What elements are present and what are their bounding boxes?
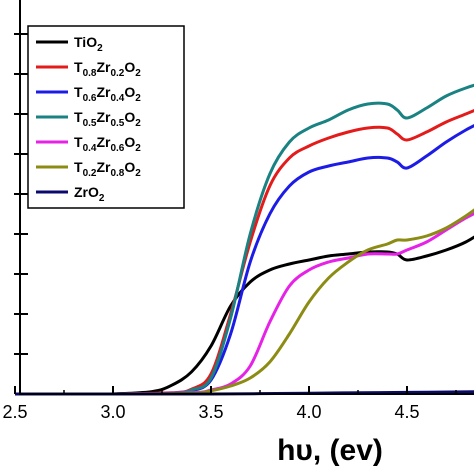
x-tick-label: 3.5 — [198, 402, 223, 422]
legend-label-1: T0.8Zr0.2O2 — [74, 59, 141, 79]
legend-label-5: T0.2Zr0.8O2 — [74, 159, 141, 179]
legend-label-4: T0.4Zr0.6O2 — [74, 134, 141, 154]
x-axis-title: hυ, (ev) — [277, 434, 383, 467]
series-line-0 — [112, 235, 474, 396]
plot-frame — [19, 0, 474, 395]
tick-layer: 2.5 3.0 3.5 4.0 4.5 — [2, 33, 457, 422]
x-tick-label: 2.5 — [2, 402, 27, 422]
x-tick-label: 3.0 — [100, 402, 125, 422]
legend-label-6: ZrO2 — [74, 184, 105, 204]
legend-label-3: T0.5Zr0.5O2 — [74, 109, 141, 129]
series-line-1 — [112, 108, 474, 396]
x-tick-label: 4.0 — [296, 402, 321, 422]
legend-label-0: TiO2 — [74, 34, 103, 54]
legend: TiO2 T0.8Zr0.2O2 T0.6Zr0.4O2 T0.5Zr0.5O2 T0.… — [27, 25, 185, 209]
series-line-3 — [112, 83, 474, 396]
series-line-5 — [112, 208, 474, 396]
legend-label-2: T0.6Zr0.4O2 — [74, 84, 141, 104]
x-tick-label: 4.5 — [394, 402, 419, 422]
